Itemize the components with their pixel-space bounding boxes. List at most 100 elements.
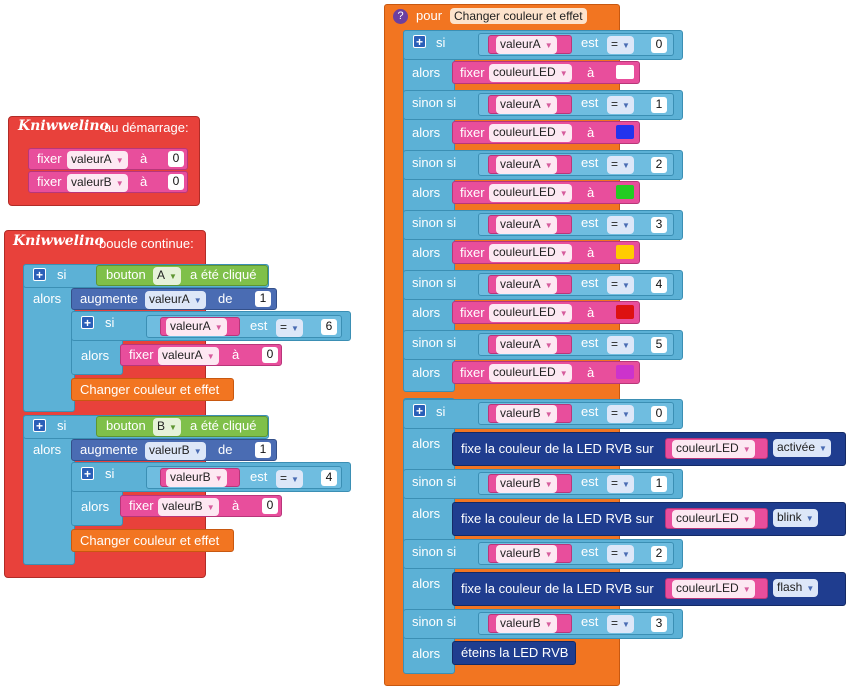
var-dropdown[interactable]: valeurB ▼ (158, 498, 219, 516)
var-dropdown[interactable]: couleurLED ▼ (489, 124, 572, 142)
mode-dropdown[interactable]: blink ▼ (773, 509, 818, 527)
operator-dropdown[interactable]: = ▼ (607, 615, 634, 633)
procedure-call-block[interactable] (71, 378, 234, 401)
number-field[interactable]: 1 (651, 97, 667, 113)
number-field[interactable]: 0 (262, 498, 278, 514)
number-field[interactable]: 1 (255, 442, 271, 458)
number-field[interactable]: 4 (321, 470, 337, 486)
mode-dropdown[interactable]: flash ▼ (773, 579, 819, 597)
plus-icon[interactable]: + (81, 467, 94, 480)
number-field[interactable]: 3 (651, 217, 667, 233)
number-field[interactable]: 1 (255, 291, 271, 307)
var-dropdown[interactable]: valeurA ▼ (158, 347, 219, 365)
var-dropdown[interactable]: couleurLED ▼ (672, 580, 755, 598)
number-field[interactable]: 2 (651, 546, 667, 562)
number-field[interactable]: 1 (651, 476, 667, 492)
plus-icon[interactable]: + (413, 404, 426, 417)
to-label: à (232, 347, 240, 362)
else-if-label: sinon si (412, 155, 457, 170)
number-field[interactable]: 4 (651, 277, 667, 293)
var-dropdown[interactable]: valeurB ▼ (496, 475, 557, 493)
to-label: à (587, 125, 595, 140)
color-swatch[interactable] (616, 125, 634, 139)
operator-dropdown[interactable]: = ▼ (607, 96, 634, 114)
plus-icon[interactable]: + (413, 35, 426, 48)
number-field[interactable]: 2 (651, 157, 667, 173)
color-swatch[interactable] (616, 365, 634, 379)
var-dropdown[interactable]: couleurLED ▼ (489, 364, 572, 382)
number-field[interactable]: 0 (168, 151, 184, 167)
operator-dropdown[interactable]: = ▼ (607, 156, 634, 174)
button-clicked-block[interactable] (96, 416, 268, 437)
var-dropdown[interactable]: valeurA ▼ (67, 151, 128, 169)
number-field[interactable]: 0 (651, 37, 667, 53)
var-dropdown[interactable]: couleurLED ▼ (489, 304, 572, 322)
var-dropdown[interactable]: couleurLED ▼ (489, 64, 572, 82)
var-dropdown[interactable]: valeurA ▼ (496, 336, 557, 354)
operator-dropdown[interactable]: = ▼ (607, 336, 634, 354)
number-field[interactable]: 3 (651, 616, 667, 632)
operator-dropdown[interactable]: = ▼ (276, 319, 303, 337)
procedure-name-field[interactable]: Changer couleur et effet (450, 8, 587, 24)
is-label: est (581, 404, 599, 419)
var-dropdown[interactable]: valeurA ▼ (496, 96, 557, 114)
var-dropdown[interactable]: valeurA ▼ (496, 156, 557, 174)
led-off-label: éteins la LED RVB (461, 645, 569, 660)
set-label: fixer (460, 245, 485, 260)
number-field[interactable]: 0 (651, 406, 667, 422)
chevron-down-icon: ▼ (622, 410, 630, 419)
var-dropdown[interactable]: valeurB ▼ (496, 545, 557, 563)
color-swatch[interactable] (616, 65, 634, 79)
chevron-down-icon: ▼ (819, 444, 827, 453)
color-swatch[interactable] (616, 185, 634, 199)
var-dropdown[interactable]: valeurA ▼ (496, 36, 557, 54)
else-if-label: sinon si (412, 275, 457, 290)
help-icon[interactable]: ? (393, 9, 408, 24)
color-swatch[interactable] (616, 245, 634, 259)
plus-icon[interactable]: + (81, 316, 94, 329)
var-dropdown[interactable]: valeurA ▼ (145, 291, 206, 309)
var-dropdown[interactable]: couleurLED ▼ (489, 184, 572, 202)
color-swatch[interactable] (616, 305, 634, 319)
operator-dropdown[interactable]: = ▼ (276, 470, 303, 488)
var-dropdown[interactable]: valeurB ▼ (496, 615, 557, 633)
then-label: alors (81, 348, 110, 363)
mode-dropdown[interactable]: activée ▼ (773, 439, 831, 457)
var-dropdown[interactable]: couleurLED ▼ (489, 244, 572, 262)
is-label: est (250, 469, 268, 484)
operator-dropdown[interactable]: = ▼ (607, 36, 634, 54)
then-label: alors (412, 365, 441, 380)
operator-dropdown[interactable]: = ▼ (607, 276, 634, 294)
number-field[interactable]: 0 (168, 174, 184, 190)
led-off-block[interactable] (452, 641, 576, 665)
var-dropdown[interactable]: valeurA ▼ (166, 318, 227, 336)
number-field[interactable]: 5 (651, 337, 667, 353)
set-label: fixer (129, 347, 154, 362)
number-field[interactable]: 6 (321, 319, 337, 335)
operator-dropdown[interactable]: = ▼ (607, 216, 634, 234)
is-label: est (581, 215, 599, 230)
chevron-down-icon: ▼ (206, 503, 215, 512)
button-dropdown[interactable]: A ▼ (153, 267, 181, 285)
var-dropdown[interactable]: valeurB ▼ (145, 442, 206, 460)
operator-dropdown[interactable]: = ▼ (607, 545, 634, 563)
procedure-call-block[interactable] (71, 529, 234, 552)
var-dropdown-label: valeurB (500, 476, 541, 490)
chevron-down-icon: ▼ (622, 480, 630, 489)
var-dropdown[interactable]: valeurB ▼ (67, 174, 128, 192)
plus-icon[interactable]: + (33, 419, 46, 432)
var-dropdown[interactable]: valeurB ▼ (166, 469, 227, 487)
operator-dropdown[interactable]: = ▼ (607, 475, 634, 493)
var-dropdown[interactable]: couleurLED ▼ (672, 510, 755, 528)
operator-dropdown[interactable]: = ▼ (607, 405, 634, 423)
button-dropdown[interactable]: B ▼ (153, 418, 181, 436)
var-dropdown[interactable]: valeurA ▼ (496, 276, 557, 294)
var-dropdown[interactable]: valeurB ▼ (496, 405, 557, 423)
plus-icon[interactable]: + (33, 268, 46, 281)
var-dropdown[interactable]: couleurLED ▼ (672, 440, 755, 458)
clicked-label: a été cliqué (190, 267, 257, 282)
number-field[interactable]: 0 (262, 347, 278, 363)
chevron-down-icon: ▼ (544, 41, 553, 50)
button-clicked-block[interactable] (96, 265, 268, 286)
var-dropdown[interactable]: valeurA ▼ (496, 216, 557, 234)
